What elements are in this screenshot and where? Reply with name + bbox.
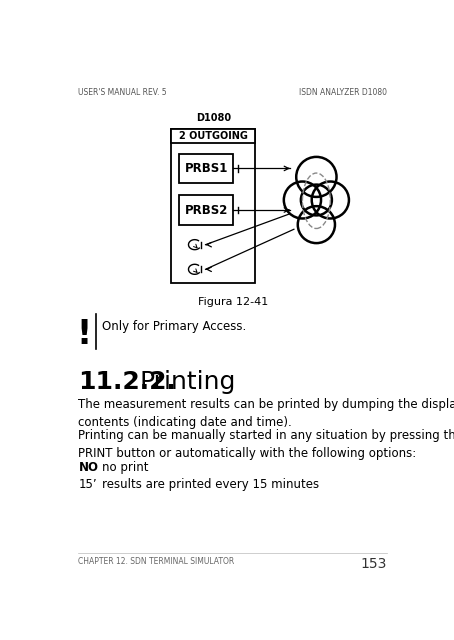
Text: Figura 12-41: Figura 12-41 — [197, 297, 268, 307]
Circle shape — [284, 182, 321, 218]
Bar — [172, 129, 255, 143]
Bar — [179, 195, 233, 225]
Text: 15’: 15’ — [79, 478, 97, 491]
Text: 2 OUTGOING: 2 OUTGOING — [179, 131, 248, 141]
Circle shape — [312, 182, 349, 218]
Text: CHAPTER 12. SDN TERMINAL SIMULATOR: CHAPTER 12. SDN TERMINAL SIMULATOR — [79, 557, 235, 566]
Text: D1080: D1080 — [196, 113, 231, 123]
Text: 11.2.2.: 11.2.2. — [79, 370, 176, 394]
Text: ISDN ANALYZER D1080: ISDN ANALYZER D1080 — [299, 88, 387, 97]
Circle shape — [301, 184, 332, 216]
Circle shape — [298, 206, 335, 243]
Text: PRBS1: PRBS1 — [185, 162, 228, 175]
Text: USER'S MANUAL REV. 5: USER'S MANUAL REV. 5 — [79, 88, 167, 97]
Text: !: ! — [76, 318, 91, 351]
Text: no print: no print — [102, 461, 148, 474]
Text: Printing: Printing — [140, 370, 236, 394]
Text: PRBS2: PRBS2 — [185, 204, 228, 216]
Text: 153: 153 — [360, 557, 387, 572]
Bar — [172, 129, 255, 283]
Text: The measurement results can be printed by dumping the display
contents (indicati: The measurement results can be printed b… — [79, 398, 454, 429]
Text: results are printed every 15 minutes: results are printed every 15 minutes — [102, 478, 319, 491]
Text: Printing can be manually started in any situation by pressing the
PRINT button o: Printing can be manually started in any … — [79, 429, 454, 460]
Text: NO: NO — [79, 461, 99, 474]
Bar — [179, 154, 233, 183]
Text: Only for Primary Access.: Only for Primary Access. — [102, 320, 246, 333]
Circle shape — [296, 157, 336, 197]
